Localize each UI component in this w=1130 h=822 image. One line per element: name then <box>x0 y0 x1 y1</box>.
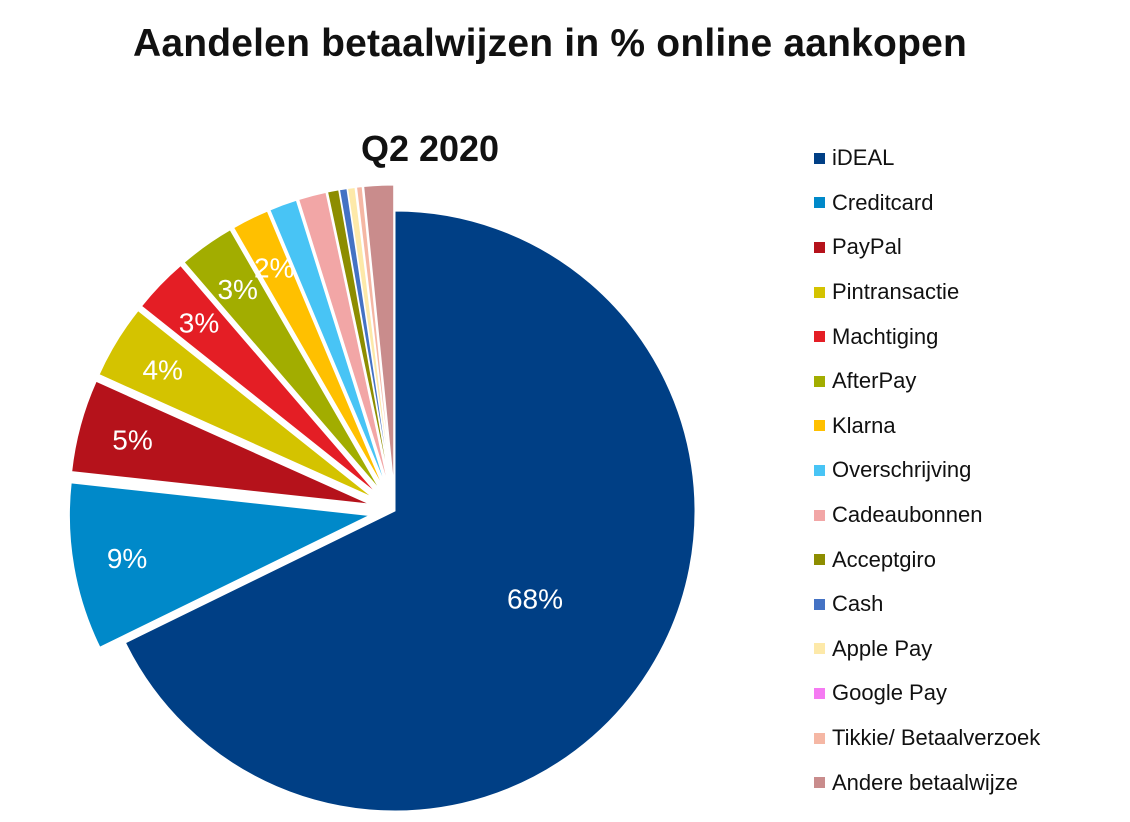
legend-label: PayPal <box>832 234 902 260</box>
data-label-ideal: 68% <box>507 583 563 614</box>
pie-slice-pintransactie <box>98 309 374 498</box>
data-label-creditcard: 9% <box>107 543 147 574</box>
legend-swatch <box>814 286 825 298</box>
chart-legend: iDEAL Creditcard PayPal Pintransactie Machti… <box>814 136 1040 805</box>
pie-slice-ideal <box>124 210 696 812</box>
legend-item: Pintransactie <box>814 270 1040 315</box>
data-label-klarna: 2% <box>254 252 294 283</box>
pie-slice-cash <box>338 188 392 486</box>
legend-swatch <box>814 732 825 744</box>
legend-item: Overschrijving <box>814 448 1040 493</box>
legend-item: Klarna <box>814 404 1040 449</box>
legend-swatch <box>814 554 825 566</box>
legend-swatch <box>814 420 825 432</box>
pie-slice-overschrijving <box>269 199 387 487</box>
pie-slice-afterpay <box>183 229 381 491</box>
legend-label: Overschrijving <box>832 457 972 483</box>
legend-swatch <box>814 197 825 209</box>
pie-slice-paypal <box>71 380 371 505</box>
legend-label: Klarna <box>832 412 896 438</box>
legend-swatch <box>814 598 825 610</box>
legend-label: Tikkie/ Betaalverzoek <box>832 725 1041 751</box>
legend-label: Google Pay <box>832 680 947 706</box>
legend-swatch <box>814 241 825 253</box>
legend-item: AfterPay <box>814 359 1040 404</box>
legend-swatch <box>814 464 825 476</box>
pie-slice-acceptgiro <box>327 189 391 486</box>
legend-label: Machtiging <box>832 323 939 349</box>
legend-item: Apple Pay <box>814 627 1040 672</box>
legend-item: Acceptgiro <box>814 537 1040 582</box>
legend-item: Cash <box>814 582 1040 627</box>
legend-label: Pintransactie <box>832 279 960 305</box>
chart-title: Aandelen betaalwijzen in % online aankop… <box>132 22 968 65</box>
pie-slice-tikkie-betaalverzoek <box>355 186 393 486</box>
legend-label: iDEAL <box>832 145 895 171</box>
legend-label: Andere betaalwijze <box>832 769 1018 795</box>
data-label-machtiging: 3% <box>179 307 219 338</box>
legend-swatch <box>814 509 825 521</box>
legend-swatch <box>814 331 825 343</box>
legend-swatch <box>814 687 825 699</box>
pie-slice-andere-betaalwijze <box>363 184 395 486</box>
legend-item: Cadeaubonnen <box>814 493 1040 538</box>
pie-slice-creditcard <box>68 482 372 648</box>
legend-label: Acceptgiro <box>832 546 936 572</box>
chart-subtitle: Q2 2020 <box>360 128 500 169</box>
legend-swatch <box>814 152 825 164</box>
legend-item: Creditcard <box>814 181 1040 226</box>
pie-slice-machtiging <box>140 264 377 494</box>
legend-item: Machtiging <box>814 314 1040 359</box>
legend-item: PayPal <box>814 225 1040 270</box>
legend-item: Google Pay <box>814 671 1040 716</box>
data-label-paypal: 5% <box>112 425 152 456</box>
legend-label: Apple Pay <box>832 635 933 661</box>
pie-chart: 68%9%5%4%3%3%2% <box>68 184 696 812</box>
legend-label: Creditcard <box>832 189 934 215</box>
legend-label: Cash <box>832 591 884 617</box>
pie-slice-cadeaubonnen <box>298 191 389 487</box>
legend-item: Tikkie/ Betaalverzoek <box>814 716 1040 761</box>
legend-label: AfterPay <box>832 368 917 394</box>
legend-item: iDEAL <box>814 136 1040 181</box>
legend-swatch <box>814 643 825 655</box>
data-label-pintransactie: 4% <box>142 355 182 386</box>
pie-slice-klarna <box>232 210 384 488</box>
legend-swatch <box>814 777 825 789</box>
legend-swatch <box>814 375 825 387</box>
legend-label: Cadeaubonnen <box>832 502 983 528</box>
data-label-afterpay: 3% <box>217 274 257 305</box>
legend-item: Andere betaalwijze <box>814 760 1040 805</box>
